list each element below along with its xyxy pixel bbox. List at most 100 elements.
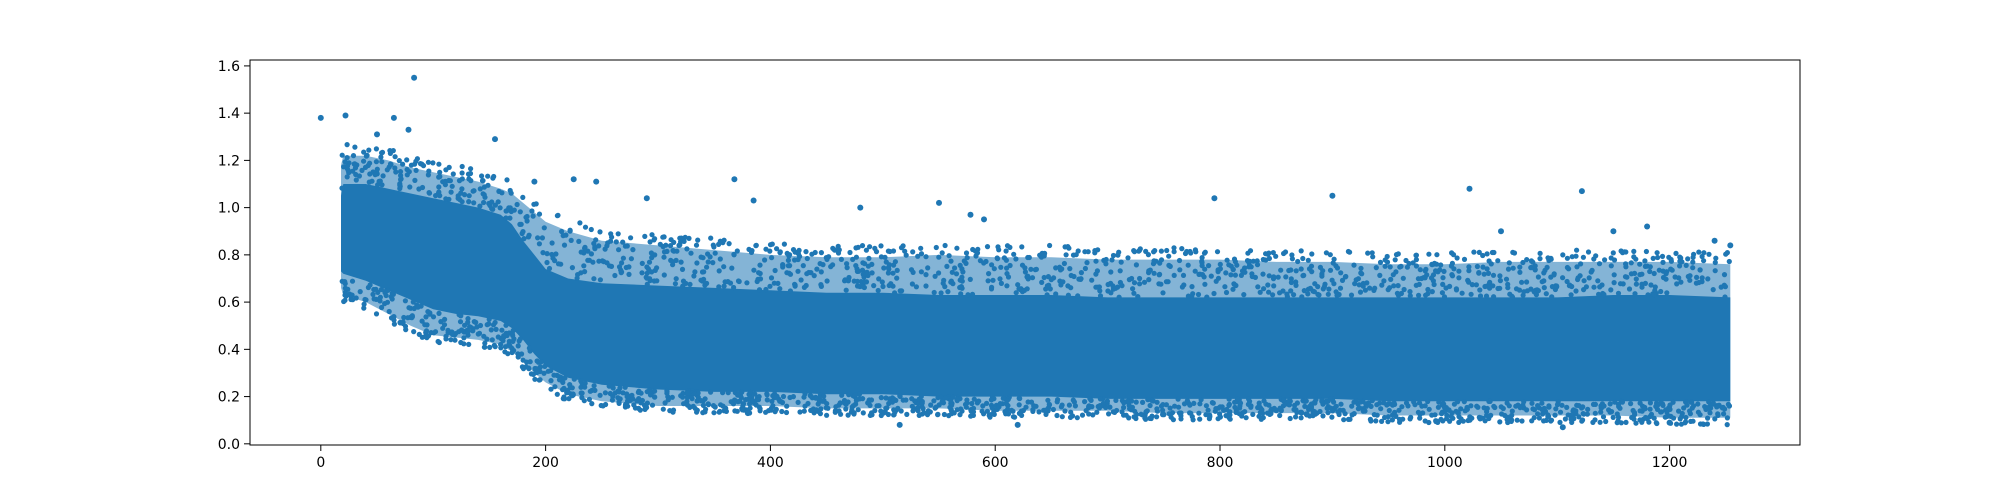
- scatter-point-fringe: [1684, 402, 1690, 408]
- scatter-point-fringe: [888, 281, 894, 287]
- scatter-point-fringe: [1201, 250, 1208, 256]
- scatter-point-fringe: [1548, 418, 1554, 424]
- scatter-point-fringe: [504, 177, 510, 183]
- scatter-point-fringe: [1302, 403, 1308, 409]
- scatter-point-fringe: [836, 408, 842, 414]
- scatter-point-fringe: [1628, 401, 1634, 407]
- scatter-point-fringe: [1199, 255, 1205, 261]
- scatter-point-fringe: [1247, 258, 1253, 264]
- scatter-point-fringe: [436, 339, 442, 346]
- scatter-point-fringe: [1597, 284, 1603, 290]
- scatter-point-fringe: [707, 254, 713, 260]
- scatter-point-fringe: [918, 393, 924, 400]
- scatter-point-fringe: [837, 400, 843, 406]
- scatter-point-fringe: [1189, 284, 1195, 290]
- scatter-point-fringe: [1663, 271, 1669, 277]
- scatter-point-fringe: [764, 392, 770, 398]
- scatter-point-fringe: [702, 282, 708, 288]
- scatter-point: [342, 112, 349, 119]
- scatter-point-fringe: [1154, 414, 1160, 420]
- scatter-point-fringe: [527, 359, 533, 365]
- scatter-point-fringe: [698, 254, 704, 260]
- scatter-point-fringe: [1428, 275, 1435, 281]
- scatter-point-fringe: [1308, 403, 1314, 409]
- scatter-point-fringe: [588, 226, 594, 233]
- scatter-point-fringe: [1163, 279, 1169, 285]
- scatter-point-fringe: [1422, 403, 1428, 409]
- scatter-point-fringe: [383, 292, 389, 299]
- scatter-point-fringe: [1480, 264, 1486, 270]
- scatter-point-fringe: [717, 256, 723, 262]
- scatter-point: [750, 197, 757, 204]
- scatter-point-fringe: [695, 237, 701, 243]
- scatter-point-fringe: [1125, 255, 1131, 261]
- scatter-point-fringe: [923, 272, 929, 278]
- scatter-point-fringe: [1433, 268, 1439, 274]
- scatter-point-fringe: [868, 397, 875, 403]
- scatter-point-fringe: [1724, 415, 1730, 421]
- scatter-point-fringe: [636, 396, 642, 402]
- scatter-point-fringe: [948, 258, 954, 264]
- scatter-point-fringe: [1211, 290, 1217, 297]
- scatter-point-fringe: [672, 281, 679, 287]
- scatter-point-fringe: [1004, 243, 1011, 249]
- scatter-point-fringe: [1531, 415, 1537, 421]
- scatter-point-fringe: [970, 246, 976, 253]
- scatter-point-fringe: [721, 283, 727, 289]
- scatter-point-fringe: [541, 225, 547, 231]
- scatter-point-fringe: [631, 402, 637, 408]
- scatter-point-fringe: [1535, 274, 1541, 280]
- scatter-point-fringe: [597, 392, 603, 398]
- scatter-point-fringe: [604, 260, 610, 266]
- scatter-point-fringe: [1330, 408, 1336, 414]
- scatter-point-fringe: [495, 334, 501, 340]
- scatter-point-fringe: [560, 379, 566, 385]
- scatter-point-fringe: [1019, 244, 1025, 250]
- y-tick-label: 0.6: [218, 295, 240, 311]
- scatter-point-fringe: [369, 178, 375, 184]
- scatter-point-fringe: [387, 161, 394, 167]
- scatter-point-fringe: [1033, 266, 1039, 272]
- scatter-point-fringe: [762, 257, 768, 263]
- scatter-point-fringe: [1532, 263, 1538, 269]
- scatter-point-fringe: [1054, 399, 1060, 405]
- scatter-point-fringe: [808, 407, 814, 413]
- scatter-point-fringe: [1562, 416, 1568, 422]
- scatter-point-fringe: [679, 266, 686, 272]
- scatter-point-fringe: [1642, 258, 1648, 264]
- scatter-point-fringe: [772, 267, 778, 274]
- scatter-point-fringe: [694, 409, 700, 415]
- scatter-point-fringe: [339, 152, 345, 158]
- scatter-point-fringe: [509, 330, 515, 337]
- scatter-point-fringe: [1466, 268, 1472, 274]
- scatter-point-fringe: [1438, 262, 1444, 268]
- scatter-point-fringe: [1643, 248, 1649, 255]
- scatter-point-fringe: [1135, 294, 1141, 300]
- scatter-point-fringe: [391, 321, 397, 327]
- scatter-point-fringe: [1632, 270, 1638, 276]
- scatter-point-fringe: [764, 397, 770, 403]
- scatter-point-fringe: [1003, 248, 1009, 254]
- scatter-point-fringe: [745, 396, 751, 402]
- scatter-point-fringe: [916, 412, 922, 418]
- scatter-point-fringe: [680, 394, 686, 400]
- scatter-point-fringe: [565, 387, 571, 394]
- scatter-point-fringe: [1094, 268, 1100, 274]
- scatter-point-fringe: [1644, 416, 1650, 422]
- scatter-point-fringe: [1615, 290, 1622, 296]
- scatter-point-fringe: [363, 297, 369, 303]
- scatter-point-fringe: [1436, 399, 1442, 405]
- scatter-point-fringe: [379, 149, 386, 155]
- scatter-point-fringe: [1000, 395, 1006, 401]
- scatter-point-fringe: [582, 384, 588, 390]
- scatter-point-fringe: [1192, 268, 1198, 274]
- scatter-point-fringe: [843, 287, 849, 293]
- scatter-point-fringe: [1113, 397, 1119, 403]
- scatter-point-fringe: [904, 411, 910, 417]
- scatter-point-fringe: [1143, 409, 1149, 415]
- scatter-point-fringe: [716, 241, 722, 247]
- x-tick-label: 1000: [1427, 455, 1463, 471]
- scatter-point-fringe: [1505, 266, 1512, 272]
- scatter-point-fringe: [1175, 396, 1181, 402]
- scatter-point-fringe: [716, 284, 722, 290]
